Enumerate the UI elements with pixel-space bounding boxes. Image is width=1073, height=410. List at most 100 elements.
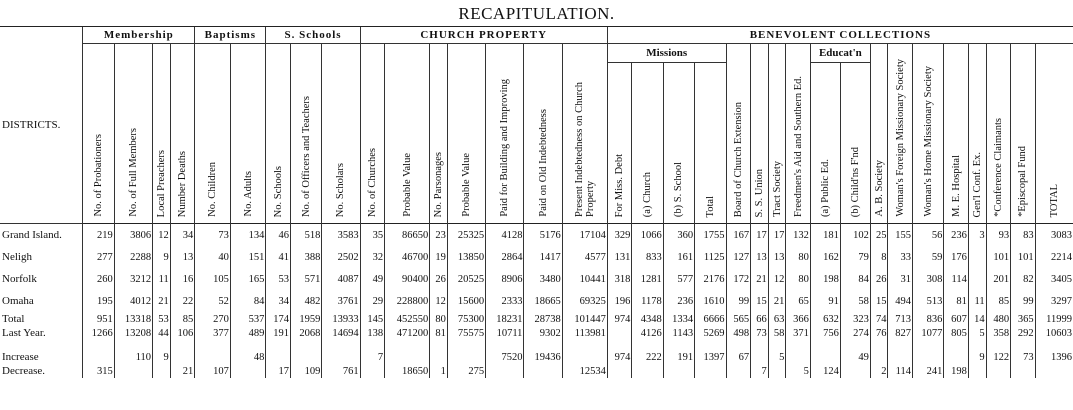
value-cell: 58 xyxy=(767,326,786,340)
value-cell: 21 xyxy=(767,290,786,312)
value-cell: 49 xyxy=(839,340,871,364)
value-cell: 323 xyxy=(839,312,871,326)
value-cell: 40 xyxy=(194,246,231,268)
value-cell: 2288 xyxy=(113,246,153,268)
value-cell: 132 xyxy=(785,223,811,246)
header-row: For Miss. Debt (a) Church (b) S. School Tot… xyxy=(0,62,1073,224)
value-cell: 4012 xyxy=(113,290,153,312)
table-body: Grand Island. 219 3806 12 34 73 134 46 518 3583 35… xyxy=(0,223,1073,378)
district-name: Decrease. xyxy=(2,365,46,377)
value-cell: 13208 xyxy=(113,326,153,340)
value-cell: 181 xyxy=(809,223,841,246)
value-cell xyxy=(631,364,664,378)
value-cell: 308 xyxy=(911,268,944,290)
column-header: Total xyxy=(694,62,727,224)
value-cell: 75300 xyxy=(446,312,486,326)
value-cell: 80 xyxy=(785,246,811,268)
value-cell: 107 xyxy=(194,364,231,378)
value-cell: 105 xyxy=(194,268,231,290)
value-cell: 14 xyxy=(967,312,987,326)
column-header: Woman's Foreign Missionary Society xyxy=(887,43,913,224)
district-name: Neligh xyxy=(2,251,32,263)
value-cell: 151 xyxy=(229,246,266,268)
district-name: Increase xyxy=(2,351,39,363)
value-cell: 275 xyxy=(446,364,486,378)
value-cell: 53 xyxy=(265,268,291,290)
column-label: Gen'l Conf. Ex. xyxy=(971,151,983,217)
group-header: CHURCH PROPERTY xyxy=(359,26,608,44)
value-cell xyxy=(321,340,361,364)
value-cell: 172 xyxy=(725,268,751,290)
value-cell xyxy=(606,326,632,340)
value-cell: 114 xyxy=(943,268,969,290)
column-label: Paid on Old Indebtedness xyxy=(537,109,549,217)
value-cell: 17 xyxy=(767,223,786,246)
value-cell: 11 xyxy=(967,290,987,312)
value-cell: 22 xyxy=(169,290,195,312)
value-cell: 2 xyxy=(869,364,888,378)
value-cell: 195 xyxy=(82,290,115,312)
value-cell: 10603 xyxy=(1034,326,1073,340)
value-cell: 1755 xyxy=(694,223,727,246)
value-cell: 29 xyxy=(359,290,385,312)
value-cell: 34 xyxy=(169,223,195,246)
value-cell: 9 xyxy=(152,340,171,364)
value-cell xyxy=(985,364,1011,378)
value-cell: 93 xyxy=(985,223,1011,246)
value-cell: 3480 xyxy=(523,268,563,290)
value-cell: 1178 xyxy=(631,290,664,312)
column-label: Probable Value xyxy=(401,153,413,217)
value-cell: 99 xyxy=(1010,290,1036,312)
value-cell: 1 xyxy=(429,364,448,378)
value-cell: 196 xyxy=(606,290,632,312)
value-cell xyxy=(662,364,695,378)
value-cell: 471200 xyxy=(384,326,430,340)
value-cell: 191 xyxy=(265,326,291,340)
value-cell: 44 xyxy=(152,326,171,340)
value-cell: 198 xyxy=(809,268,841,290)
value-cell: 46 xyxy=(265,223,291,246)
value-cell xyxy=(869,340,888,364)
value-cell: 74 xyxy=(869,312,888,326)
value-cell xyxy=(887,340,913,364)
value-cell: 21 xyxy=(169,364,195,378)
value-cell: 565 xyxy=(725,312,751,326)
column-label: Tract Society xyxy=(771,161,783,217)
value-cell: 201 xyxy=(985,268,1011,290)
value-cell: 4348 xyxy=(631,312,664,326)
value-cell: 805 xyxy=(943,326,969,340)
value-cell: 833 xyxy=(631,246,664,268)
column-header: (a) Public Ed. xyxy=(809,62,841,224)
column-header: Local Preachers xyxy=(152,43,171,224)
value-cell: 518 xyxy=(289,223,322,246)
column-header: (a) Church xyxy=(631,62,664,224)
value-cell: 1281 xyxy=(631,268,664,290)
value-cell: 10441 xyxy=(561,268,608,290)
value-cell: 134 xyxy=(229,223,266,246)
value-cell: 18231 xyxy=(485,312,524,326)
value-cell: 12 xyxy=(429,290,448,312)
value-cell: 10711 xyxy=(485,326,524,340)
column-header: Paid on Old Indebtedness xyxy=(523,43,563,224)
value-cell xyxy=(967,246,987,268)
data-row: Omaha 195 4012 21 22 52 84 34 482 3761 29 228800 12 1… xyxy=(0,290,1073,312)
column-label: Total xyxy=(704,195,716,217)
column-header: No. of Churches xyxy=(359,43,385,224)
value-cell xyxy=(561,340,608,364)
value-cell: 114 xyxy=(887,364,913,378)
value-cell: 138 xyxy=(359,326,385,340)
value-cell xyxy=(359,364,385,378)
value-cell: 81 xyxy=(943,290,969,312)
column-label: No. of Officers and Teachers xyxy=(300,95,312,217)
column-header: Tract Society xyxy=(767,43,786,224)
value-cell: 577 xyxy=(662,268,695,290)
value-cell: 3083 xyxy=(1034,223,1073,246)
value-cell xyxy=(1010,364,1036,378)
group-header: S. Schools xyxy=(265,26,361,44)
value-cell: 81 xyxy=(429,326,448,340)
value-cell: 498 xyxy=(725,326,751,340)
column-label: Paid for Building and Improving xyxy=(499,79,511,217)
column-label: Woman's Foreign Missionary Society xyxy=(894,59,906,217)
value-cell: 13850 xyxy=(446,246,486,268)
